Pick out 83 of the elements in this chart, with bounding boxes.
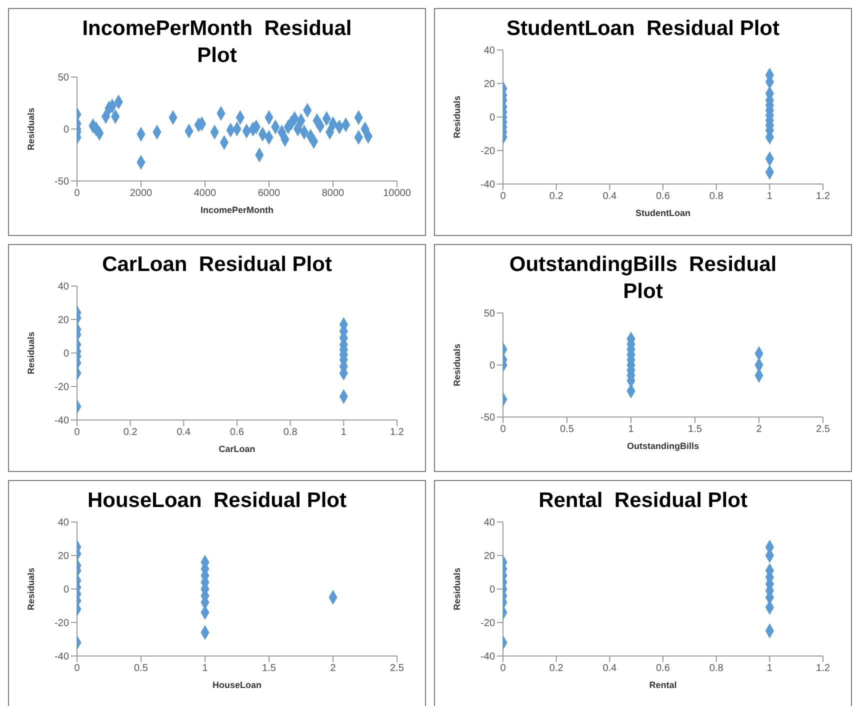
y-tick-label: -20 [54, 382, 70, 394]
y-tick-label: 40 [484, 46, 496, 57]
x-tick-label: 0.6 [656, 663, 670, 674]
x-tick-label: 0.6 [230, 427, 244, 438]
x-tick-label: 1.2 [390, 427, 404, 438]
y-tick-label: 40 [484, 518, 496, 529]
y-tick-label: -40 [54, 416, 70, 427]
x-tick-label: 10000 [383, 188, 412, 200]
x-tick-label: 0.6 [656, 191, 670, 202]
y-axis-title: Residuals [452, 344, 462, 386]
x-tick-label: 0 [74, 663, 80, 674]
x-axis-title: OutstandingBills [627, 441, 699, 451]
x-axis-title: Rental [649, 680, 677, 690]
x-tick-label: 1.5 [262, 663, 276, 674]
x-tick-label: 0.2 [549, 191, 564, 202]
y-tick-label: -40 [480, 652, 496, 663]
x-tick-label: 0 [74, 188, 80, 200]
x-tick-label: 4000 [194, 188, 217, 200]
y-axis-title: Residuals [452, 568, 462, 610]
y-tick-label: 20 [58, 315, 70, 326]
y-tick-label: -40 [480, 180, 496, 191]
x-axis-title: CarLoan [218, 444, 256, 454]
x-tick-label: 2 [756, 424, 762, 436]
x-tick-label: 0 [500, 663, 506, 674]
chart-title: StudentLoan Residual Plot [505, 16, 780, 42]
x-tick-label: 0 [500, 191, 506, 202]
y-tick-label: -40 [54, 652, 70, 663]
y-tick-label: -20 [480, 146, 496, 158]
x-axis-title: StudentLoan [636, 208, 690, 218]
x-tick-label: 0.8 [283, 427, 298, 438]
y-tick-label: 0 [489, 360, 496, 372]
x-tick-label: 1 [766, 663, 773, 674]
x-tick-label: 1 [628, 424, 634, 436]
y-tick-label: 0 [489, 584, 496, 596]
y-tick-label: 0 [63, 584, 70, 596]
x-tick-label: 0 [500, 424, 506, 436]
x-tick-label: 2.5 [390, 663, 404, 674]
x-tick-label: 0.8 [709, 191, 724, 202]
x-tick-label: 0.2 [549, 663, 564, 674]
y-axis-title: Residuals [26, 332, 36, 374]
x-tick-label: 6000 [258, 188, 281, 200]
x-tick-label: 0.2 [123, 427, 138, 438]
y-tick-label: 20 [484, 551, 496, 562]
y-tick-label: 20 [58, 551, 70, 562]
x-tick-label: 8000 [322, 188, 345, 200]
chart-title: OutstandingBills Residual Plot [508, 252, 778, 305]
y-tick-label: -50 [54, 176, 70, 188]
x-tick-label: 0.8 [709, 663, 724, 674]
chart-title: Rental Residual Plot [538, 488, 748, 514]
y-tick-label: -20 [480, 618, 496, 630]
y-tick-label: 50 [484, 308, 496, 320]
chart-title: HouseLoan Residual Plot [86, 488, 348, 514]
y-tick-label: 0 [489, 112, 496, 124]
x-tick-label: 0.5 [134, 663, 148, 674]
x-tick-label: 2 [330, 663, 336, 674]
x-tick-label: 2.5 [816, 424, 830, 436]
x-tick-label: 0.4 [602, 191, 618, 202]
x-tick-label: 0.5 [560, 424, 574, 436]
y-axis-title: Residuals [26, 568, 36, 610]
x-axis-title: IncomePerMonth [200, 205, 274, 215]
y-tick-label: 40 [58, 518, 70, 529]
x-tick-label: 1 [202, 663, 208, 674]
chart-title: IncomePerMonth Residual Plot [81, 16, 353, 69]
y-tick-label: 50 [58, 72, 70, 84]
y-tick-label: 0 [63, 348, 70, 360]
x-tick-label: 1 [766, 191, 773, 202]
y-tick-label: 0 [63, 124, 70, 136]
x-tick-label: 1.2 [816, 191, 830, 202]
y-tick-label: -50 [480, 412, 496, 424]
y-axis-title: Residuals [452, 96, 462, 138]
x-tick-label: 0.4 [602, 663, 618, 674]
y-tick-label: 40 [58, 282, 70, 293]
x-tick-label: 0 [74, 427, 80, 438]
y-tick-label: 20 [484, 79, 496, 90]
y-tick-label: -20 [54, 618, 70, 630]
x-tick-label: 1.5 [688, 424, 702, 436]
chart-title: CarLoan Residual Plot [101, 252, 333, 278]
x-tick-label: 1 [340, 427, 347, 438]
x-tick-label: 2000 [130, 188, 153, 200]
x-axis-title: HouseLoan [212, 680, 262, 690]
x-tick-label: 1.2 [816, 663, 830, 674]
x-tick-label: 0.4 [176, 427, 192, 438]
y-axis-title: Residuals [26, 108, 36, 150]
